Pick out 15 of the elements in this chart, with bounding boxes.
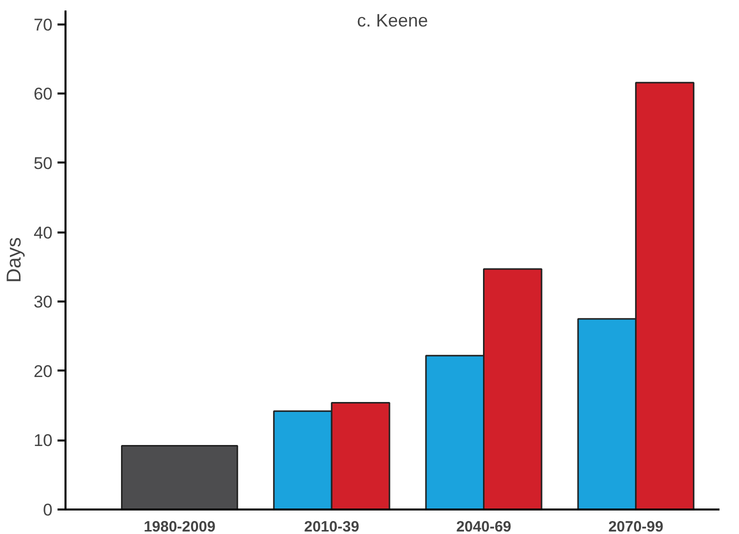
x-tick-label: 2010-39	[304, 518, 360, 534]
y-tick-label: 0	[43, 500, 53, 520]
y-tick-label: 30	[34, 292, 53, 312]
chart-title: c. Keene	[356, 10, 428, 30]
x-tick-label: 1980-2009	[144, 518, 216, 534]
y-axis-title: Days	[4, 237, 26, 283]
y-tick-label: 50	[34, 154, 53, 173]
bar	[121, 444, 238, 510]
y-tick-label: 70	[34, 15, 53, 34]
y-tick-label: 40	[34, 223, 53, 242]
x-tick-label: 2070-99	[608, 518, 664, 534]
y-tick-label: 20	[34, 362, 53, 381]
y-tick-label: 60	[34, 84, 53, 104]
y-tick-label: 10	[34, 431, 53, 450]
x-tick-label: 2040-69	[456, 518, 512, 534]
